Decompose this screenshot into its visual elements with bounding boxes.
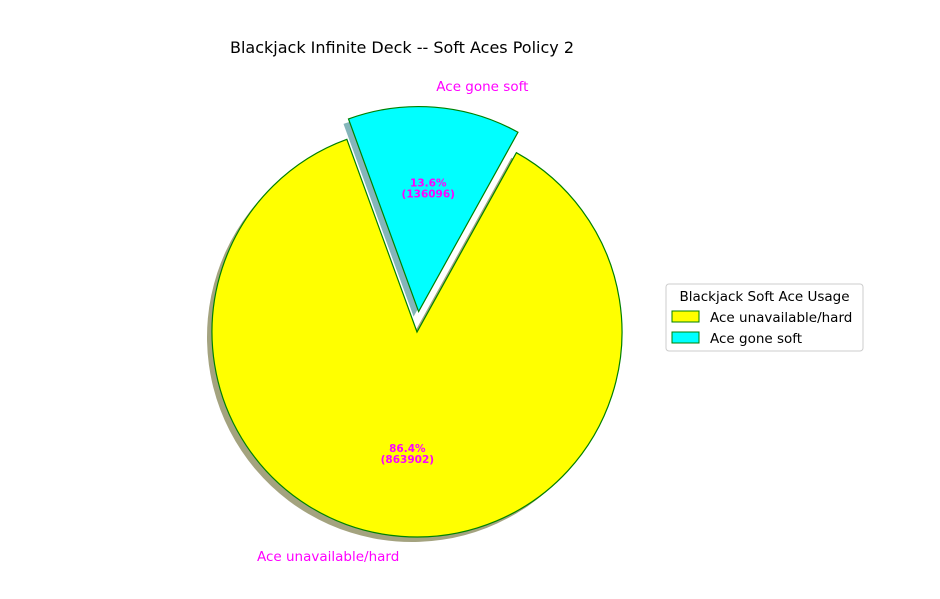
pie-slices xyxy=(211,105,623,538)
slice-labels: Ace unavailable/hard 86.4%(863902) Ace gon… xyxy=(257,79,528,565)
pie-slice-ace-unavailable-hard xyxy=(211,138,623,538)
slice-label-ace-gone-soft: Ace gone soft xyxy=(436,79,528,95)
legend-title: Blackjack Soft Ace Usage xyxy=(679,289,849,305)
slice-count-ace-gone-soft: (136096) xyxy=(402,188,455,200)
slice-percent-ace-unavailable-hard: 86.4% xyxy=(389,443,426,455)
slice-label-ace-unavailable-hard: Ace unavailable/hard xyxy=(257,549,399,565)
legend-swatch-ace-unavailable-hard xyxy=(671,310,700,323)
legend-entry-ace-gone-soft: Ace gone soft xyxy=(710,331,802,347)
slice-percent-ace-gone-soft: 13.6% xyxy=(410,177,447,189)
legend-entry-ace-unavailable-hard: Ace unavailable/hard xyxy=(710,310,852,326)
legend-frame xyxy=(665,283,864,352)
legend-swatch-ace-gone-soft xyxy=(671,331,700,344)
chart-title: Blackjack Infinite Deck -- Soft Aces Pol… xyxy=(230,38,574,57)
pie-slice-ace-gone-soft xyxy=(347,105,519,314)
legend: Blackjack Soft Ace Usage Ace unavailable… xyxy=(665,283,864,352)
slice-count-ace-unavailable-hard: (863902) xyxy=(381,454,434,466)
